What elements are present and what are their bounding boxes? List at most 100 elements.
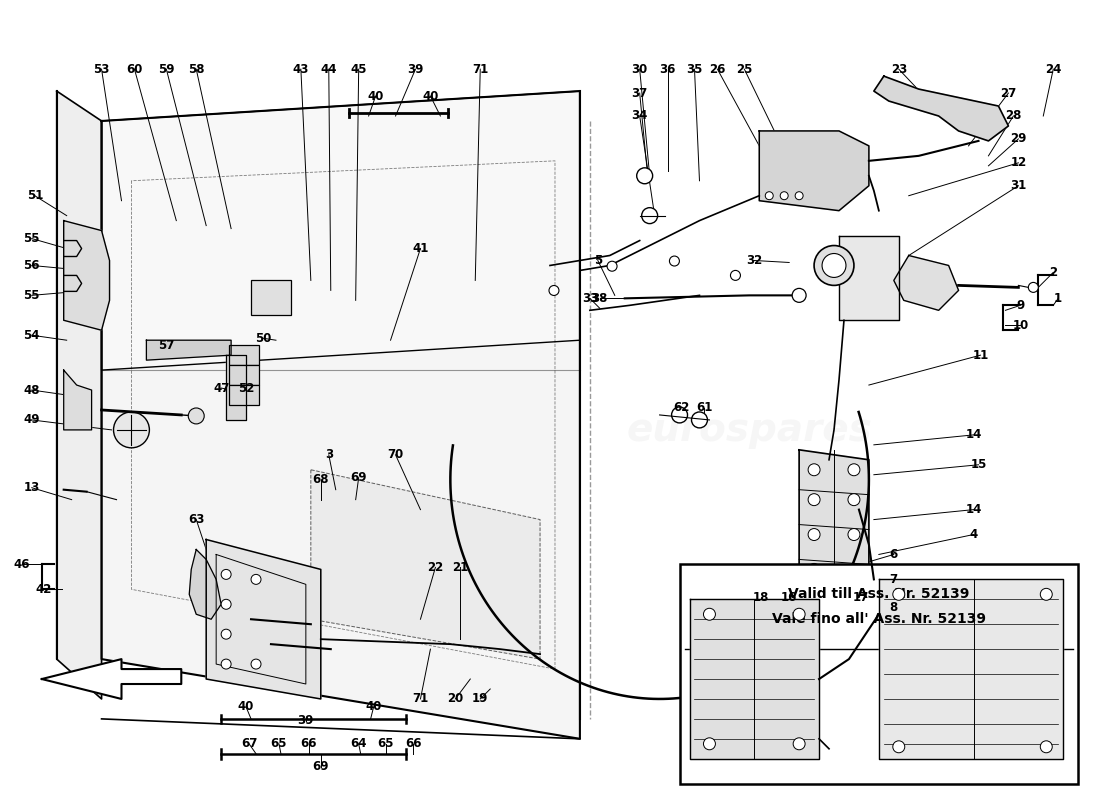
Polygon shape: [799, 450, 869, 610]
Text: 65: 65: [271, 738, 287, 750]
Text: 9: 9: [1016, 299, 1024, 312]
Polygon shape: [206, 539, 321, 699]
Circle shape: [221, 659, 231, 669]
Text: 19: 19: [472, 693, 488, 706]
Text: 18: 18: [754, 591, 770, 604]
Text: 39: 39: [407, 62, 424, 76]
Circle shape: [795, 192, 803, 200]
Circle shape: [780, 192, 789, 200]
Text: 71: 71: [472, 62, 488, 76]
Text: 48: 48: [23, 383, 40, 397]
Text: 22: 22: [427, 561, 443, 574]
Circle shape: [704, 608, 715, 620]
Circle shape: [1041, 588, 1053, 600]
Polygon shape: [146, 340, 231, 360]
Circle shape: [822, 254, 846, 278]
Text: 14: 14: [966, 503, 981, 516]
Text: 49: 49: [23, 414, 40, 426]
Text: 4: 4: [969, 528, 978, 541]
Text: 24: 24: [1045, 62, 1062, 76]
Circle shape: [808, 494, 821, 506]
Text: 1: 1: [1054, 292, 1063, 305]
Text: 40: 40: [365, 701, 382, 714]
Text: 63: 63: [188, 513, 205, 526]
Text: 10: 10: [1012, 318, 1028, 332]
Circle shape: [893, 588, 905, 600]
Text: 28: 28: [1005, 110, 1022, 122]
Circle shape: [221, 599, 231, 610]
Polygon shape: [839, 235, 899, 320]
Text: 44: 44: [320, 62, 337, 76]
Text: 27: 27: [1000, 86, 1016, 99]
Circle shape: [793, 608, 805, 620]
Text: 57: 57: [158, 338, 175, 352]
Text: 46: 46: [13, 558, 30, 571]
Circle shape: [766, 192, 773, 200]
Circle shape: [251, 574, 261, 584]
Circle shape: [692, 412, 707, 428]
Circle shape: [251, 659, 261, 669]
Circle shape: [113, 412, 150, 448]
Text: eurospares: eurospares: [188, 401, 433, 439]
Circle shape: [848, 563, 860, 575]
Text: 14: 14: [966, 428, 981, 442]
Text: 38: 38: [592, 292, 608, 305]
Text: 2: 2: [1049, 266, 1057, 279]
Circle shape: [704, 738, 715, 750]
Text: 71: 71: [412, 693, 429, 706]
Circle shape: [793, 738, 805, 750]
Bar: [229, 365, 258, 385]
Circle shape: [814, 246, 854, 286]
Circle shape: [893, 741, 905, 753]
Text: 37: 37: [631, 86, 648, 99]
Polygon shape: [42, 659, 182, 699]
Text: eurospares: eurospares: [626, 411, 872, 449]
Circle shape: [221, 630, 231, 639]
Polygon shape: [690, 599, 820, 758]
Text: 66: 66: [405, 738, 421, 750]
Circle shape: [221, 570, 231, 579]
Text: 35: 35: [686, 62, 703, 76]
Text: 40: 40: [238, 701, 254, 714]
Circle shape: [808, 529, 821, 541]
Circle shape: [607, 262, 617, 271]
Circle shape: [848, 529, 860, 541]
Text: 65: 65: [377, 738, 394, 750]
Text: 34: 34: [631, 110, 648, 122]
Circle shape: [848, 464, 860, 476]
Text: 43: 43: [293, 62, 309, 76]
Bar: [229, 345, 258, 365]
Text: 23: 23: [891, 62, 906, 76]
Text: 26: 26: [710, 62, 726, 76]
Polygon shape: [227, 355, 246, 420]
Text: 5: 5: [594, 254, 602, 267]
Text: 31: 31: [1010, 179, 1026, 192]
Text: 21: 21: [452, 561, 469, 574]
Circle shape: [792, 288, 806, 302]
Text: 7: 7: [890, 573, 898, 586]
Text: 8: 8: [890, 601, 898, 614]
Text: 58: 58: [188, 62, 205, 76]
Circle shape: [771, 571, 788, 587]
Text: 41: 41: [412, 242, 429, 255]
Text: 30: 30: [631, 62, 648, 76]
Text: 55: 55: [23, 232, 40, 245]
Polygon shape: [311, 470, 540, 659]
Circle shape: [670, 256, 680, 266]
Text: 12: 12: [1010, 156, 1026, 170]
Text: 66: 66: [300, 738, 317, 750]
Circle shape: [848, 494, 860, 506]
Text: 56: 56: [23, 259, 40, 272]
Text: 17: 17: [852, 591, 869, 604]
Text: 33: 33: [582, 292, 598, 305]
Text: 59: 59: [158, 62, 175, 76]
Text: 60: 60: [126, 62, 143, 76]
Text: 69: 69: [351, 471, 367, 484]
Bar: [229, 385, 258, 405]
Text: 16: 16: [781, 591, 798, 604]
Circle shape: [549, 286, 559, 295]
Circle shape: [1028, 282, 1038, 292]
Text: 53: 53: [94, 62, 110, 76]
Polygon shape: [894, 255, 958, 310]
Circle shape: [637, 168, 652, 184]
